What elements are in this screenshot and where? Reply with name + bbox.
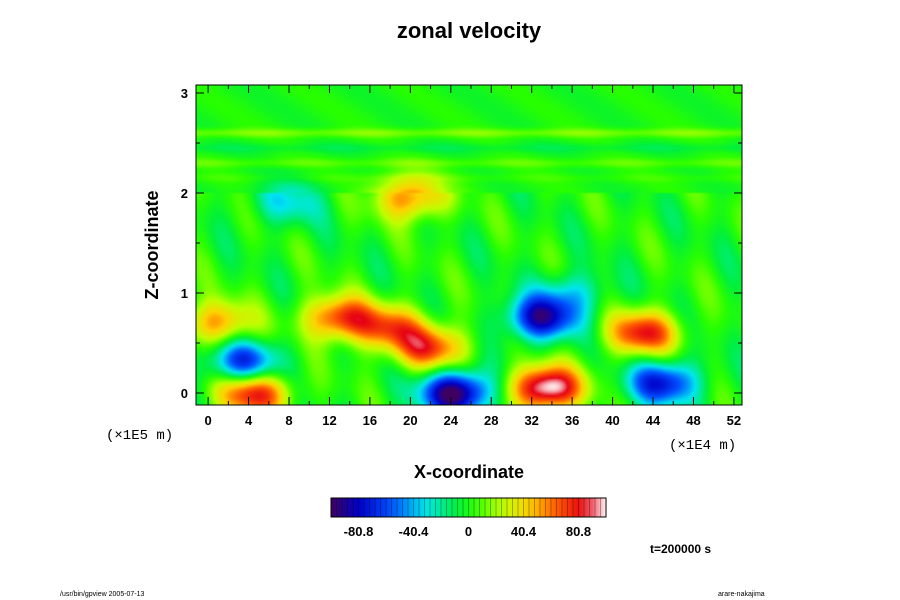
- x-tick-label: 8: [285, 413, 292, 428]
- colorbar: [330, 497, 607, 518]
- colorbar-tick-label: 80.8: [566, 524, 591, 539]
- x-tick-label: 44: [646, 413, 661, 428]
- colorbar-tick-label: 0: [465, 524, 472, 539]
- x-axis-tick-labels: 0 4 8 12 16 20 24 28 32 36 40 44 48 52: [205, 413, 742, 428]
- colorbar-tick-label: 40.4: [511, 524, 537, 539]
- x-axis-ticks: [207, 85, 735, 405]
- plot-frame: [195, 84, 743, 406]
- y-tick-label: 0: [181, 386, 188, 401]
- time-label: t=200000 s: [650, 542, 711, 556]
- y-scale-note: (×1E5 m): [106, 428, 173, 444]
- plot-area: [195, 84, 743, 406]
- x-tick-label: 12: [322, 413, 336, 428]
- chart-title: zonal velocity: [397, 18, 542, 43]
- x-tick-label: 36: [565, 413, 579, 428]
- x-tick-label: 16: [363, 413, 377, 428]
- footer-right: arare-nakajima: [718, 591, 765, 598]
- colorbar-frame: [330, 497, 607, 518]
- y-axis-label: Z-coordinate: [142, 190, 162, 299]
- x-tick-label: 52: [727, 413, 741, 428]
- x-tick-label: 32: [524, 413, 538, 428]
- y-axis-ticks: [196, 92, 742, 394]
- y-tick-label: 2: [181, 186, 188, 201]
- y-tick-label: 1: [181, 286, 188, 301]
- footer-left: /usr/bin/gpview 2005-07-13: [60, 591, 145, 598]
- x-scale-note: (×1E4 m): [669, 438, 736, 454]
- x-tick-label: 24: [444, 413, 459, 428]
- colorbar-tick-label: -80.8: [344, 524, 374, 539]
- heatmap-image: [196, 85, 742, 405]
- x-tick-label: 28: [484, 413, 498, 428]
- y-axis-tick-labels: 0 1 2 3: [181, 86, 188, 401]
- x-tick-label: 20: [403, 413, 417, 428]
- y-tick-label: 3: [181, 86, 188, 101]
- x-tick-label: 48: [686, 413, 700, 428]
- x-tick-label: 40: [605, 413, 619, 428]
- colorbar-tick-labels: -80.8 -40.4 0 40.4 80.8: [344, 524, 591, 539]
- x-axis-label: X-coordinate: [414, 462, 524, 482]
- colorbar-segment-ticks: [336, 498, 601, 517]
- colorbar-tick-label: -40.4: [399, 524, 429, 539]
- x-tick-label: 4: [245, 413, 253, 428]
- x-tick-label: 0: [205, 413, 212, 428]
